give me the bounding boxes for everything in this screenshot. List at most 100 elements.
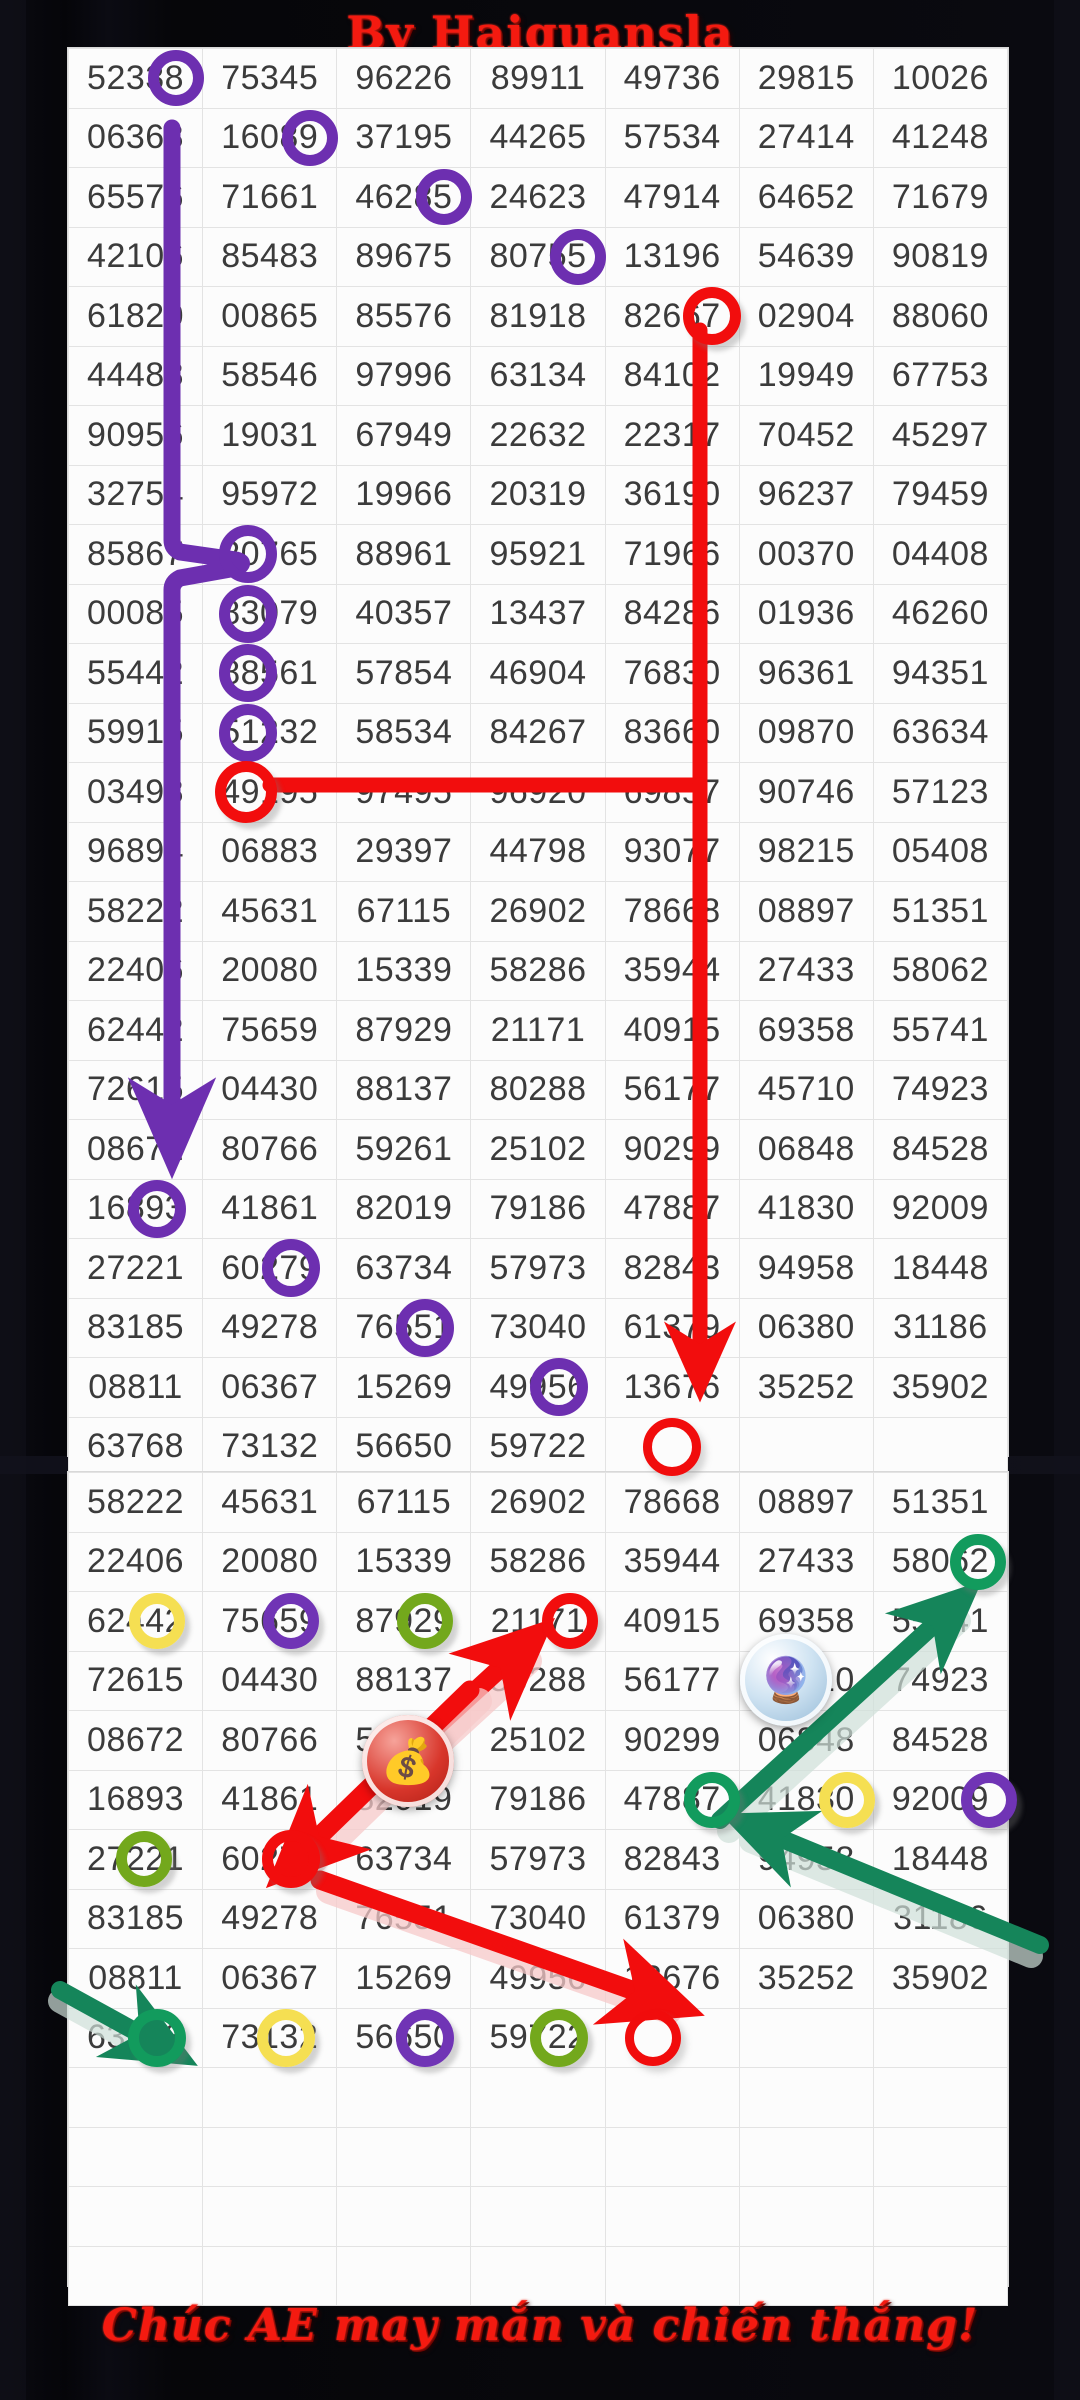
number-cell: 80766	[202, 1119, 338, 1180]
number-cell	[738, 2007, 874, 2068]
table-row: 59915 51232 58534 84267 83660 09870 63634	[67, 702, 1009, 763]
number-cell	[202, 2067, 338, 2128]
number-cell: 58286	[470, 1531, 606, 1592]
number-cell: 73040	[470, 1297, 606, 1358]
number-cell: 84528	[872, 1710, 1009, 1771]
number-cell: 59722	[470, 1416, 606, 1477]
number-cell	[470, 2186, 606, 2247]
number-cell: 63768	[67, 1416, 204, 1477]
number-cell: 94958	[738, 1829, 874, 1890]
number-cell: 45710	[738, 1059, 874, 1120]
number-cell	[872, 2245, 1009, 2306]
number-cell: 82019	[336, 1178, 472, 1239]
number-cell: 74923	[872, 1650, 1009, 1711]
table-row: 03498 49195 97495 96920 69857 90746 57123	[67, 762, 1009, 823]
number-cell: 73132	[202, 2007, 338, 2068]
table-row: 22406 20080 15339 58286 35944 27433 58062	[67, 1531, 1009, 1592]
number-cell: 58062	[872, 1531, 1009, 1592]
number-cell: 00085	[67, 583, 204, 644]
bottom-banner-text: Chúc AE may mắn và chiến thắng!	[101, 2300, 979, 2351]
number-cell: 22406	[67, 940, 204, 1001]
number-cell: 49956	[470, 1357, 606, 1418]
number-cell: 90299	[604, 1710, 740, 1771]
number-cell: 40915	[604, 1591, 740, 1652]
number-cell: 80766	[202, 1710, 338, 1771]
number-cell: 47887	[604, 1769, 740, 1830]
number-cell: 31186	[872, 1888, 1009, 1949]
number-cell: 58062	[872, 940, 1009, 1001]
number-cell: 63634	[872, 702, 1009, 763]
number-cell	[67, 2067, 204, 2128]
number-cell: 61379	[604, 1888, 740, 1949]
table-row: 63768 73132 56650 59722	[67, 2007, 1009, 2068]
number-cell: 35944	[604, 940, 740, 1001]
number-cell	[202, 2186, 338, 2247]
number-cell: 82019	[336, 1769, 472, 1830]
number-cell: 59722	[470, 2007, 606, 2068]
number-cell: 55741	[872, 1591, 1009, 1652]
number-cell: 31186	[872, 1297, 1009, 1358]
number-cell: 06367	[202, 1948, 338, 2009]
number-cell	[738, 2245, 874, 2306]
number-cell: 78668	[604, 1472, 740, 1533]
number-cell: 49278	[202, 1888, 338, 1949]
table-row: 65576 71661 46285 24623 47914 64652 71679	[67, 167, 1009, 228]
bottom-number-table-panel: 58222 45631 67115 26902 78668 08897 51351 22406…	[67, 1472, 1009, 2306]
number-cell: 15339	[336, 940, 472, 1001]
number-cell: 76551	[336, 1297, 472, 1358]
number-cell: 75659	[202, 1000, 338, 1061]
number-cell: 97495	[336, 762, 472, 823]
table-row: 85867 20765 88961 95921 71966 00370 04408	[67, 524, 1009, 585]
number-cell: 59261	[336, 1710, 472, 1771]
number-cell: 96226	[336, 48, 472, 109]
number-cell: 76551	[336, 1888, 472, 1949]
number-cell: 95921	[470, 524, 606, 585]
number-cell: 80288	[470, 1650, 606, 1711]
number-cell: 67115	[336, 881, 472, 942]
number-cell: 51351	[872, 881, 1009, 942]
table-row: 27221 60279 63734 57973 82843 94958 18448	[67, 1238, 1009, 1299]
number-cell: 73132	[202, 1416, 338, 1477]
number-cell: 13676	[604, 1357, 740, 1418]
table-row	[67, 2126, 1009, 2187]
number-cell: 83660	[604, 702, 740, 763]
number-cell: 57973	[470, 1238, 606, 1299]
number-cell: 61820	[67, 286, 204, 347]
number-cell: 88561	[202, 643, 338, 704]
number-cell: 44488	[67, 345, 204, 406]
number-cell: 88060	[872, 286, 1009, 347]
number-cell: 06883	[202, 821, 338, 882]
table-row: 16893 41861 82019 79186 47887 41830 92009	[67, 1769, 1009, 1830]
number-cell	[67, 2245, 204, 2306]
number-cell: 58222	[67, 881, 204, 942]
number-cell: 56177	[604, 1650, 740, 1711]
table-row: 06368 16089 37195 44265 57534 27414 41248	[67, 107, 1009, 168]
number-cell: 13196	[604, 226, 740, 287]
number-cell: 58534	[336, 702, 472, 763]
number-cell	[202, 2245, 338, 2306]
table-row: 08672 80766 59261 25102 90299 06848 84528	[67, 1710, 1009, 1771]
number-cell: 22632	[470, 405, 606, 466]
table-row: 08811 06367 15269 49956 13676 35252 35902	[67, 1357, 1009, 1418]
table-row: 00085 83079 40357 13437 84286 01936 46260	[67, 583, 1009, 644]
number-cell: 62442	[67, 1591, 204, 1652]
number-cell: 57534	[604, 107, 740, 168]
number-cell	[738, 2186, 874, 2247]
number-cell: 83079	[202, 583, 338, 644]
number-cell: 69358	[738, 1000, 874, 1061]
number-cell: 45631	[202, 1472, 338, 1533]
number-cell	[872, 2007, 1009, 2068]
number-cell: 62442	[67, 1000, 204, 1061]
table-row: 90956 19031 67949 22632 22317 70452 45297	[67, 405, 1009, 466]
number-cell: 01936	[738, 583, 874, 644]
number-cell: 25102	[470, 1710, 606, 1771]
number-cell: 90299	[604, 1119, 740, 1180]
number-cell	[872, 2126, 1009, 2187]
number-cell: 25102	[470, 1119, 606, 1180]
number-cell: 64652	[738, 167, 874, 228]
number-cell: 08811	[67, 1948, 204, 2009]
number-cell: 52338	[67, 48, 204, 109]
table-row: 44488 58546 97996 63134 84102 19949 67753	[67, 345, 1009, 406]
number-cell: 87929	[336, 1000, 472, 1061]
number-cell: 56650	[336, 2007, 472, 2068]
